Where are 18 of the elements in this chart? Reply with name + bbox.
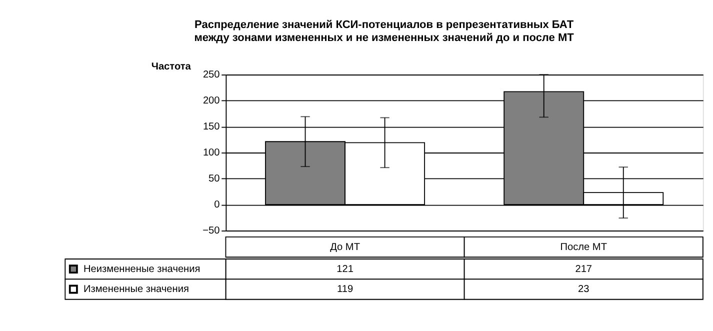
y-tick-label: 150 — [202, 122, 220, 133]
x-tick-label: До МТ — [330, 242, 360, 253]
data-label: 119 — [336, 284, 354, 296]
data-label: 217 — [575, 264, 592, 275]
legend-label: Измененные значения — [84, 284, 189, 296]
y-tick-label: 200 — [202, 96, 220, 107]
y-tick-label: −50 — [202, 226, 220, 237]
y-tick-label: 100 — [202, 148, 220, 159]
data-label: 121 — [336, 264, 354, 275]
data-label: 23 — [578, 284, 590, 296]
y-axis-title: Частота — [151, 61, 192, 72]
y-tick-label: 50 — [208, 174, 220, 185]
x-tick-label: После МТ — [560, 242, 607, 253]
y-tick-label: 250 — [202, 70, 220, 81]
legend-label: Неизменненые значения — [84, 264, 200, 275]
y-tick-label: 0 — [214, 200, 220, 211]
text: Распределение значений КСИ-потенциалов в репрезентативных БАТ — [194, 19, 574, 32]
text: между зонами измененных и не измененных значений до и после МТ — [194, 32, 574, 44]
